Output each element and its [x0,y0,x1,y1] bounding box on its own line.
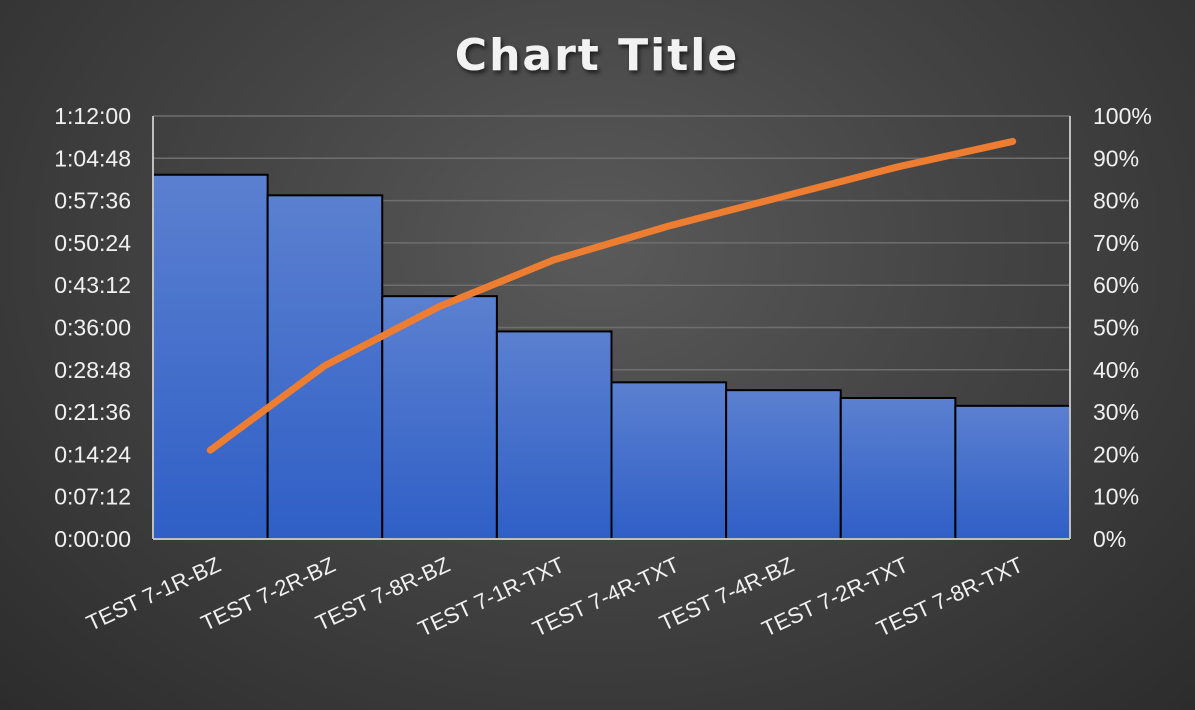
y-right-tick-label: 70% [1093,230,1139,256]
bar-series [152,173,1071,541]
y-right-tick-label: 50% [1093,315,1139,341]
bar [610,381,728,541]
bar [839,397,957,540]
y-left-tick-label: 0:00:00 [54,526,131,552]
y-left-tick-label: 1:04:48 [54,145,131,171]
y-right-tick-label: 80% [1093,188,1139,214]
left-axis-tick-labels: 0:00:00 0:07:12 0:14:24 0:21:36 0:28:48 0:36:… [54,103,131,552]
y-right-tick-label: 100% [1093,103,1152,129]
cumulative-percentage-line [206,137,1017,454]
line-point [897,166,899,168]
line-point [324,365,326,367]
y-right-tick-label: 10% [1093,484,1139,510]
line-point [209,449,211,451]
line-point [439,305,441,307]
bar [495,330,613,540]
y-right-tick-label: 40% [1093,357,1139,383]
y-left-tick-label: 0:36:00 [54,315,131,341]
line-point [553,259,555,261]
bar [725,389,842,540]
bar [152,173,269,540]
line-point [1012,140,1014,142]
y-left-tick-label: 0:43:12 [54,272,131,298]
y-left-tick-label: 0:07:12 [54,484,131,510]
y-left-tick-label: 1:12:00 [54,103,131,129]
bar [954,404,1071,541]
y-right-tick-label: 60% [1093,272,1139,298]
cumulative-line-series [206,137,1017,454]
bar [381,295,498,540]
y-right-tick-label: 90% [1093,145,1139,171]
axes [152,116,1071,540]
chart-title: Chart Title [455,30,739,81]
y-right-tick-label: 20% [1093,441,1139,467]
line-point [782,195,784,197]
y-right-tick-label: 30% [1093,399,1139,425]
y-left-tick-label: 0:28:48 [54,357,131,383]
line-point [668,225,670,227]
right-axis-tick-labels: 0% 10% 20% 30% 40% 50% 60% 70% 80% 90% 100% [1093,103,1152,552]
y-left-tick-label: 0:21:36 [54,399,131,425]
y-left-tick-label: 0:14:24 [54,441,131,467]
y-left-tick-label: 0:50:24 [54,230,131,256]
y-right-tick-label: 0% [1093,526,1126,552]
y-left-tick-label: 0:57:36 [54,188,131,214]
